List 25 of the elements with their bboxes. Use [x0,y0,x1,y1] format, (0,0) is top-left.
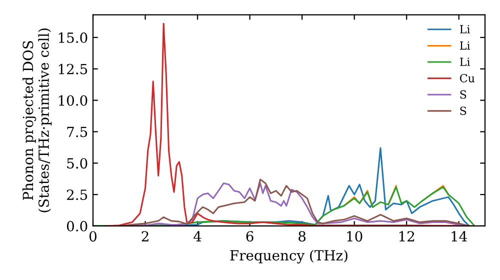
y-tick-label: 10.0 [58,95,88,106]
y-tick-label: 5.0 [67,158,88,169]
legend-label: Li [460,58,470,66]
y-tick-label: 2.5 [66,190,88,200]
legend-label: Li [460,41,470,50]
x-tick-label: 10 [347,231,362,242]
x-tick-label: 2 [142,231,148,242]
x-axis-title: Frequency (THz) [230,250,348,264]
legend-label: Li [460,25,470,34]
y-axis-title: Phonon projected DOS (States/THz·primitive cell) [22,28,52,212]
legend-label: Cu [460,74,475,82]
y-tick-label: 15.0 [58,32,88,43]
line-series [93,186,476,226]
x-tick-label: 0 [89,231,96,242]
x-tick-label: 12 [399,231,414,242]
y-tick-label: 12.5 [58,64,88,74]
y-tick-label: 7.5 [67,126,88,138]
y-tick-label: 0.0 [66,220,88,232]
legend-label: S [460,106,466,115]
x-tick-label: 8 [298,231,306,242]
legend-label: S [460,90,466,99]
line-series [105,22,473,226]
x-tick-label: 6 [246,231,254,242]
x-tick-label: 4 [194,231,202,242]
x-tick-label: 14 [452,231,468,242]
